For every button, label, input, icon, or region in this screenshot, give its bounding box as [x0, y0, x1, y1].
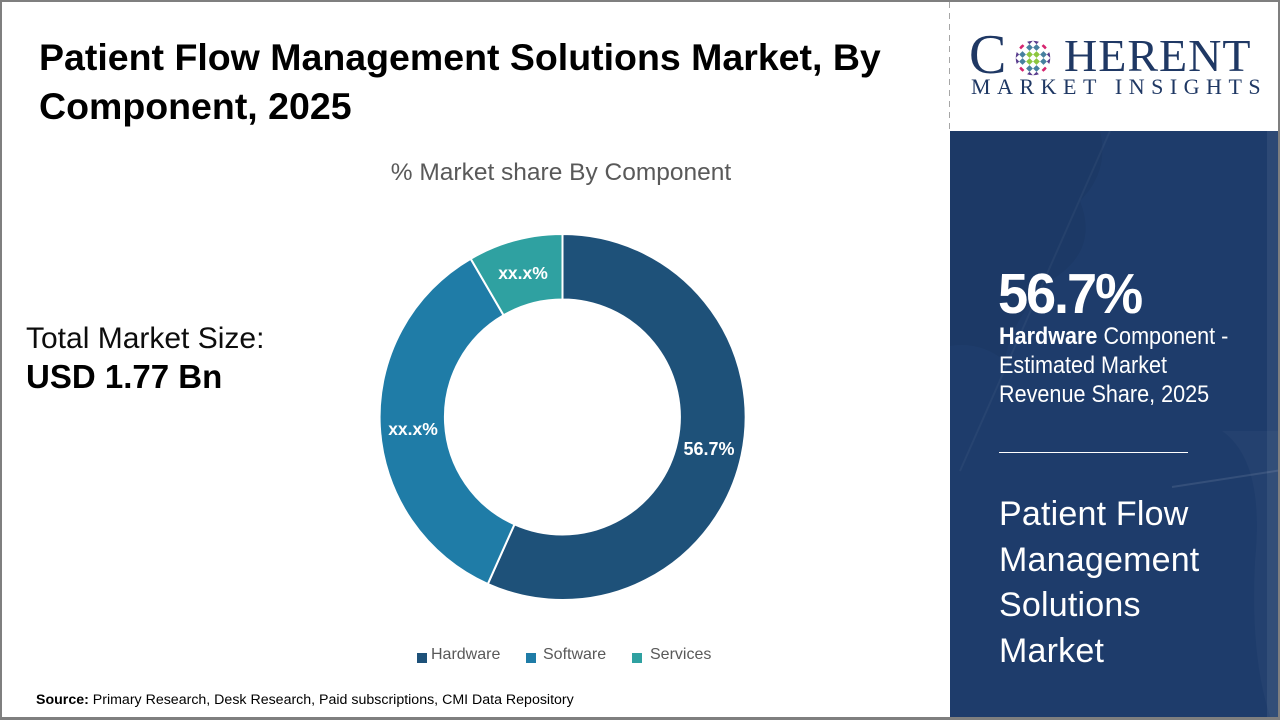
svg-text:56.7%: 56.7% [683, 439, 734, 459]
svg-text:xx.x%: xx.x% [498, 263, 548, 283]
svg-text:xx.x%: xx.x% [388, 419, 438, 439]
